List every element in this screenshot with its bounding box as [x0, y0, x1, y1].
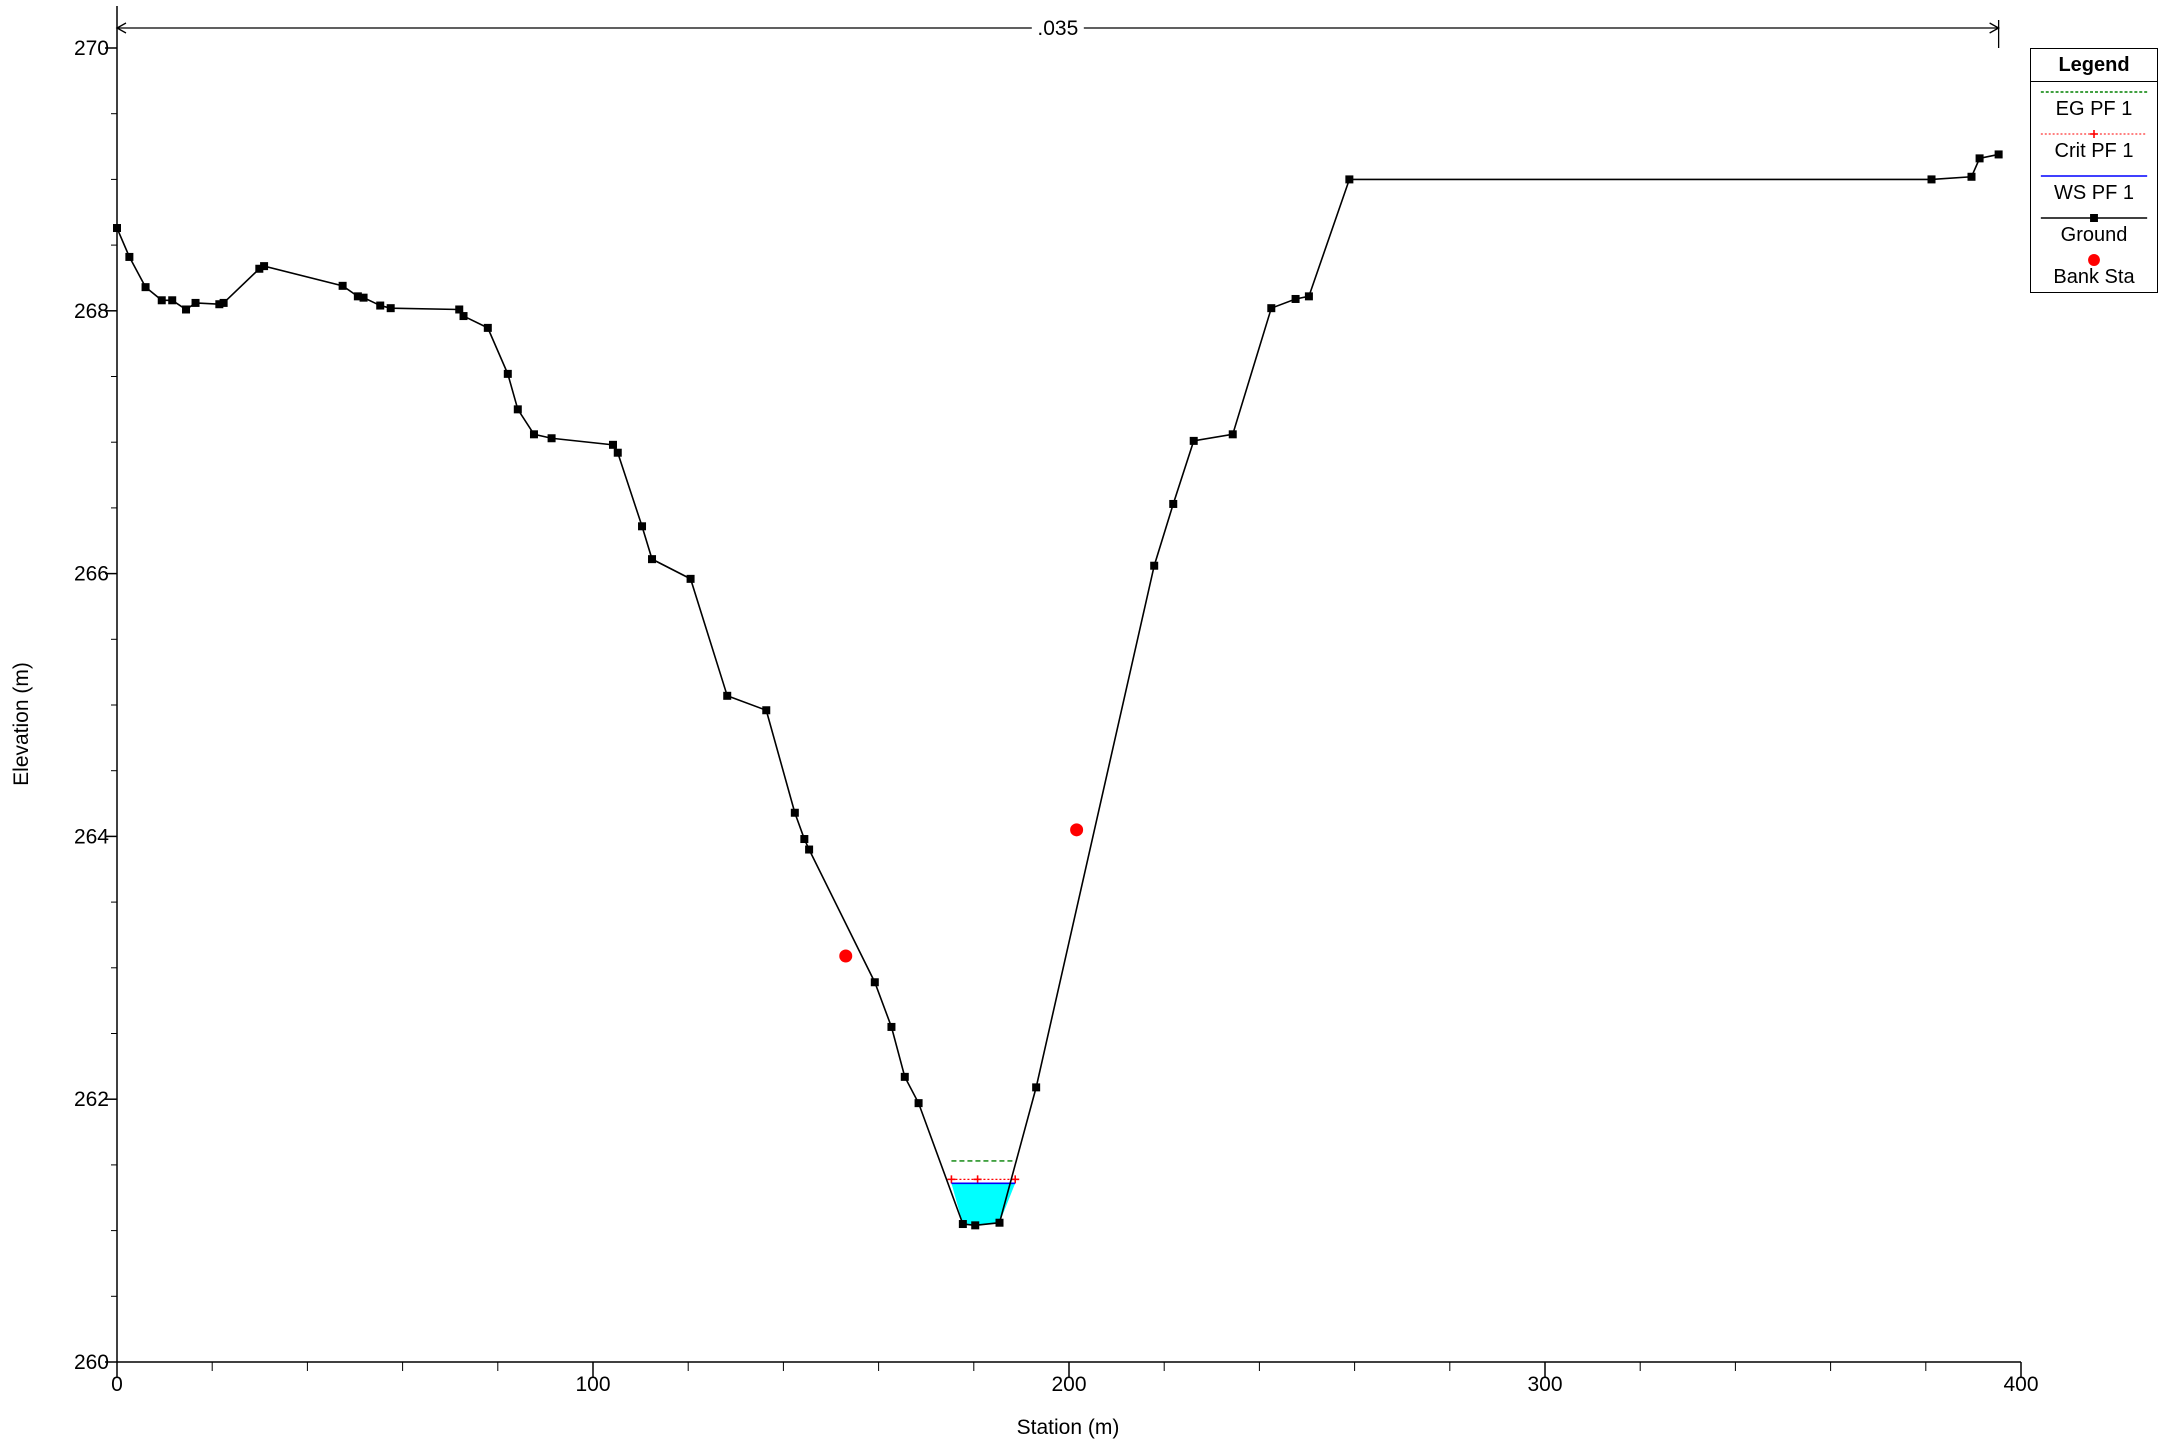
ground-point — [141, 283, 150, 292]
ground-point — [686, 574, 695, 583]
ground-point — [1150, 561, 1159, 570]
legend-ws-symbol — [2040, 175, 2148, 177]
legend-item-ws: WS PF 1 — [2031, 166, 2157, 208]
bank-station-point — [839, 949, 853, 963]
y-tick-label: 268 — [74, 300, 109, 323]
ground-point — [638, 522, 647, 531]
ground-point — [900, 1072, 909, 1081]
ground-point — [1927, 175, 1936, 184]
ground-point — [1975, 154, 1984, 163]
bank-station-point — [1070, 823, 1084, 837]
ground-point — [958, 1220, 967, 1229]
axes: 0 100 200 300 400 260 262 264 266 268 270 Station… — [10, 6, 2039, 1439]
series-layer — [113, 150, 2003, 1230]
ground-point — [1345, 175, 1354, 184]
x-axis-title: Station (m) — [1017, 1416, 1120, 1439]
y-axis-title: Elevation (m) — [10, 662, 33, 786]
ground-point — [483, 323, 492, 332]
y-tick-label: 264 — [74, 825, 109, 848]
x-tick-label: 200 — [1051, 1373, 1086, 1396]
ground-point — [1994, 150, 2003, 159]
ground-point — [723, 691, 732, 700]
ground-point — [790, 808, 799, 817]
ground-point — [1304, 292, 1313, 301]
x-tick-label: 100 — [575, 1373, 610, 1396]
ground-point — [513, 405, 522, 414]
ground-point — [608, 440, 617, 449]
legend-item-bank: Bank Sta — [2031, 250, 2157, 292]
ground-point — [648, 555, 657, 564]
ground-point — [219, 298, 228, 307]
ground-point — [613, 448, 622, 457]
y-tick-label: 270 — [74, 37, 109, 60]
legend-crit-symbol — [2040, 130, 2148, 138]
ground-point — [800, 835, 809, 844]
legend-label-bank: Bank Sta — [2053, 266, 2135, 288]
y-ticks: 260 262 264 266 268 270 — [74, 37, 117, 1374]
manning-n-indicator: .035 — [115, 17, 2000, 48]
ground-point — [887, 1022, 896, 1031]
ground-point — [529, 430, 538, 439]
ground-point — [125, 252, 134, 261]
y-tick-label: 266 — [74, 563, 109, 586]
water-layer — [951, 1183, 1016, 1226]
manning-n-arrow-left — [115, 22, 127, 34]
legend-item-crit: Crit PF 1 — [2031, 124, 2157, 166]
ground-point — [995, 1218, 1004, 1227]
ground-point — [359, 293, 368, 302]
ground-point — [1169, 499, 1178, 508]
legend-item-ground: Ground — [2031, 208, 2157, 250]
ground-point — [455, 305, 464, 314]
ground-point — [113, 224, 121, 233]
ground-point — [503, 369, 512, 378]
ground-point — [971, 1221, 980, 1230]
x-tick-label: 0 — [111, 1373, 123, 1396]
ground-point — [157, 296, 166, 305]
legend: Legend EG PF 1 Crit PF 1 WS PF 1 Ground … — [2030, 48, 2158, 293]
ground-point — [376, 301, 385, 310]
manning-n-value: .035 — [1037, 17, 1078, 40]
ground-point — [1189, 436, 1198, 445]
ground-point — [353, 292, 362, 301]
legend-item-eg: EG PF 1 — [2031, 82, 2157, 124]
ground-point — [1291, 294, 1300, 303]
ground-point — [459, 312, 468, 321]
ground-point — [386, 304, 395, 313]
ground-point — [1228, 430, 1237, 439]
legend-bank-symbol — [2088, 254, 2100, 266]
x-tick-label: 300 — [1527, 1373, 1562, 1396]
ground-point — [168, 296, 177, 305]
legend-eg-symbol — [2040, 91, 2148, 93]
ground-point — [762, 706, 771, 715]
legend-ground-symbol — [2040, 214, 2148, 222]
legend-title: Legend — [2031, 49, 2157, 82]
legend-label-crit: Crit PF 1 — [2054, 140, 2134, 162]
ground-point — [182, 305, 191, 314]
ground-point — [1032, 1083, 1041, 1092]
ground-point — [338, 281, 347, 290]
ground-point — [914, 1099, 923, 1108]
y-tick-label: 260 — [74, 1351, 109, 1374]
ground-point — [805, 845, 814, 854]
ground-point — [1967, 172, 1976, 181]
y-tick-label: 262 — [74, 1088, 109, 1111]
ground-point — [191, 298, 200, 307]
water-fill — [951, 1183, 1016, 1226]
x-ticks: 0 100 200 300 400 — [111, 1362, 2039, 1396]
ground-point — [1267, 304, 1276, 313]
ground-point — [547, 434, 556, 443]
legend-label-ws: WS PF 1 — [2053, 182, 2134, 204]
ground-point — [215, 300, 224, 309]
ground-point — [260, 262, 269, 271]
ground-point — [870, 978, 879, 987]
legend-label-eg: EG PF 1 — [2055, 98, 2133, 120]
ground-point — [255, 264, 264, 273]
legend-label-ground: Ground — [2060, 224, 2128, 246]
x-tick-label: 400 — [2003, 1373, 2038, 1396]
ground-line — [116, 153, 1999, 1227]
